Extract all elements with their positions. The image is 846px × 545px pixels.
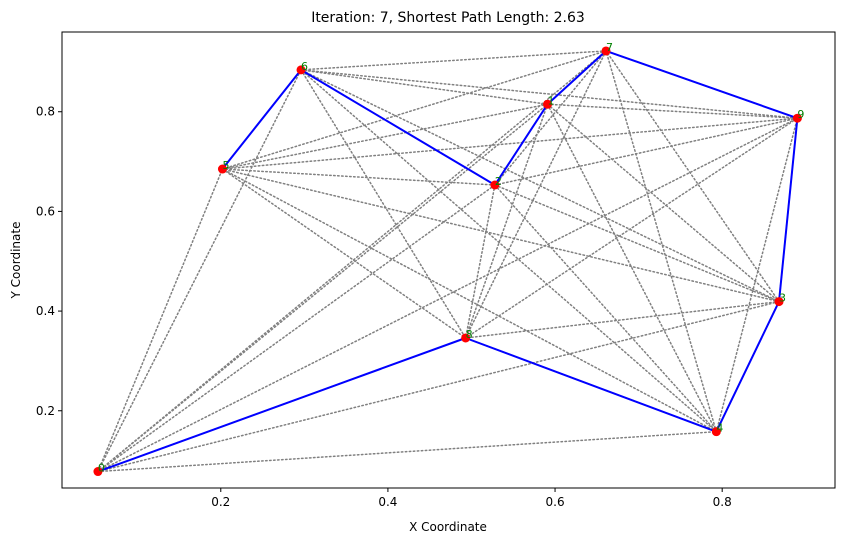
edge-8-9	[464, 117, 799, 339]
edge-0-2	[97, 184, 496, 473]
point-6	[296, 65, 306, 75]
point-2	[490, 180, 500, 190]
edge-7-8	[464, 50, 607, 339]
edges-layer	[97, 50, 799, 473]
edge-0-6	[97, 69, 302, 473]
x-tick-label: 0.2	[211, 495, 230, 509]
edge-5-9	[221, 117, 799, 170]
point-label-7: 7	[606, 41, 613, 54]
point-9	[792, 113, 802, 123]
edge-4-5	[221, 168, 718, 433]
chart-title: Iteration: 7, Shortest Path Length: 2.63	[311, 10, 585, 26]
edge-2-8	[464, 184, 496, 339]
edge-1-3	[546, 103, 780, 303]
edge-2-4	[494, 184, 718, 433]
edge-1-9	[546, 103, 799, 119]
edge-6-9	[300, 69, 799, 119]
point-0	[93, 467, 103, 477]
edge-3-7	[605, 50, 780, 303]
edge-4-6	[300, 69, 718, 433]
labels-layer: 0 1 2 3 4 5 6 7 8 9	[98, 41, 804, 475]
edge-2-3	[494, 184, 780, 303]
point-5	[217, 164, 227, 174]
x-tick-label: 0.8	[713, 495, 732, 509]
x-tick-label: 0.6	[546, 495, 565, 509]
point-1	[543, 99, 553, 109]
points-layer	[93, 46, 802, 477]
edge-2-5	[221, 168, 496, 186]
edge-5-8	[221, 168, 467, 339]
point-label-4: 4	[716, 422, 723, 435]
edge-6-8	[300, 69, 467, 339]
edge-0-3	[97, 300, 780, 473]
point-label-8: 8	[466, 328, 473, 341]
edge-1-6	[300, 69, 549, 106]
y-tick-label: 0.6	[36, 204, 55, 218]
point-label-3: 3	[779, 292, 786, 305]
point-7	[601, 46, 611, 56]
edge-3-5	[221, 168, 780, 303]
point-label-9: 9	[797, 108, 804, 121]
edge-2-7	[494, 50, 607, 186]
best-path-line	[97, 49, 799, 473]
edge-1-8	[464, 103, 549, 339]
point-8	[461, 333, 471, 343]
edge-1-4	[546, 103, 718, 433]
y-axis-title: Y Coordinate	[9, 222, 23, 300]
x-axis: 0.2 0.4 0.6 0.8	[211, 488, 732, 509]
point-label-6: 6	[301, 60, 308, 73]
point-label-1: 1	[548, 94, 555, 107]
x-tick-label: 0.4	[378, 495, 397, 509]
point-label-2: 2	[495, 175, 502, 188]
plot-frame	[61, 31, 836, 489]
edge-5-7	[221, 50, 607, 170]
y-axis: 0.2 0.4 0.6 0.8	[36, 105, 62, 418]
edge-6-7	[300, 50, 607, 71]
edge-1-5	[221, 103, 549, 170]
x-axis-title: X Coordinate	[409, 520, 487, 534]
y-tick-label: 0.2	[36, 404, 55, 418]
edge-3-8	[464, 300, 780, 339]
point-4	[711, 427, 721, 437]
edge-0-9	[97, 117, 799, 473]
point-3	[774, 297, 784, 307]
y-tick-label: 0.4	[36, 304, 55, 318]
edge-0-5	[97, 168, 224, 473]
edge-0-4	[97, 430, 718, 473]
edge-0-7	[97, 50, 607, 473]
edge-4-9	[715, 117, 799, 433]
path-layer	[97, 49, 799, 473]
edge-4-7	[605, 50, 718, 433]
y-tick-label: 0.8	[36, 105, 55, 119]
point-label-0: 0	[98, 462, 105, 475]
point-label-5: 5	[222, 159, 229, 172]
